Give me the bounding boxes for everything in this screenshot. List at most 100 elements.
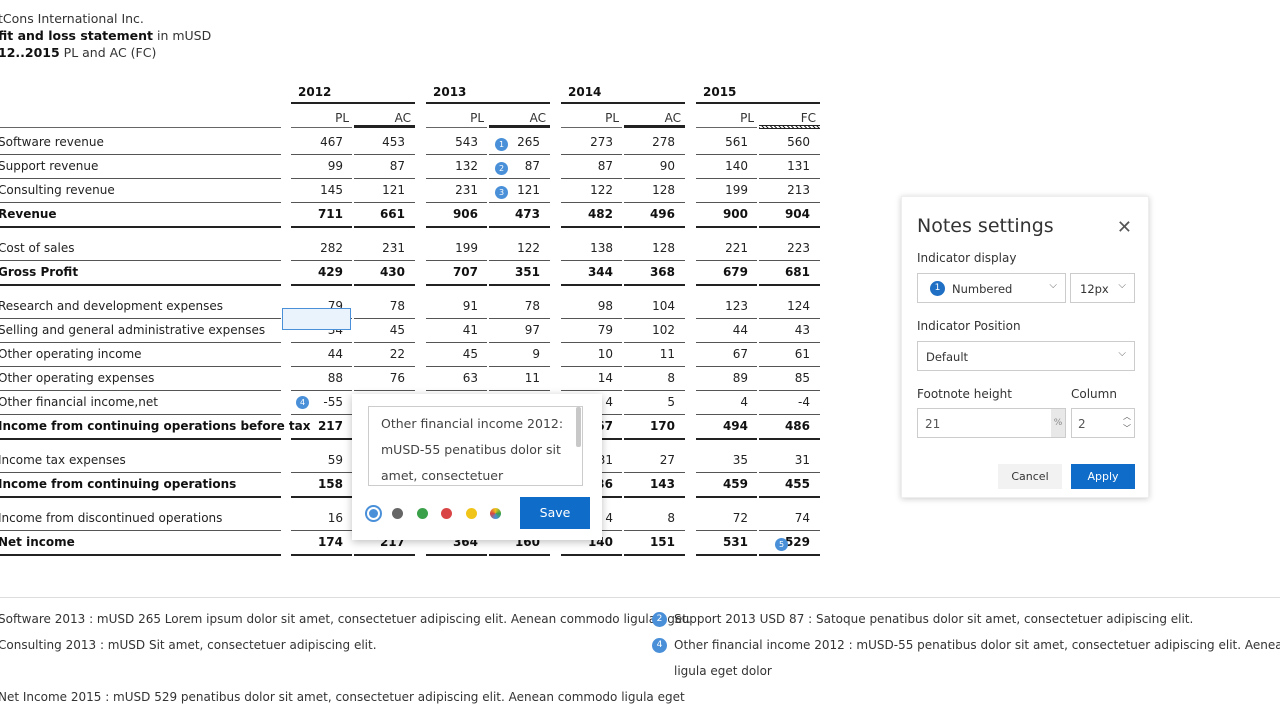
table-cell[interactable]: 473 [514, 207, 540, 221]
color-swatch-gray[interactable] [392, 508, 403, 519]
table-cell[interactable]: 87 [389, 159, 405, 173]
table-cell[interactable]: 199 [725, 183, 748, 197]
table-cell[interactable]: 459 [722, 477, 748, 491]
table-cell[interactable]: 44 [327, 347, 343, 361]
table-cell[interactable]: 486 [784, 419, 810, 433]
selected-cell[interactable] [282, 308, 351, 330]
table-cell[interactable]: 5 [667, 395, 675, 409]
table-cell[interactable]: 99 [327, 159, 343, 173]
table-cell[interactable]: 85 [794, 371, 810, 385]
table-cell[interactable]: 368 [649, 265, 675, 279]
table-cell[interactable]: 22 [389, 347, 405, 361]
note-indicator-badge[interactable]: 5 [775, 538, 788, 551]
table-cell[interactable]: 265 [517, 135, 540, 149]
table-cell[interactable]: 78 [524, 299, 540, 313]
table-cell[interactable]: 121 [382, 183, 405, 197]
table-cell[interactable]: 199 [455, 241, 478, 255]
table-cell[interactable]: 78 [389, 299, 405, 313]
table-cell[interactable]: 35 [732, 453, 748, 467]
table-cell[interactable]: 430 [379, 265, 405, 279]
table-cell[interactable]: 10 [597, 347, 613, 361]
table-cell[interactable]: 59 [327, 453, 343, 467]
table-cell[interactable]: 123 [725, 299, 748, 313]
table-cell[interactable]: 131 [787, 159, 810, 173]
cancel-button[interactable]: Cancel [998, 464, 1062, 489]
table-cell[interactable]: 124 [787, 299, 810, 313]
table-cell[interactable]: 4 [740, 395, 748, 409]
table-cell[interactable]: 282 [320, 241, 343, 255]
table-cell[interactable]: 122 [590, 183, 613, 197]
table-cell[interactable]: 711 [317, 207, 343, 221]
note-indicator-badge[interactable]: 1 [495, 138, 508, 151]
table-cell[interactable]: 11 [524, 371, 540, 385]
table-cell[interactable]: 496 [649, 207, 675, 221]
indicator-size-select[interactable]: 12px ⌵ [1070, 273, 1135, 303]
table-cell[interactable]: 273 [590, 135, 613, 149]
table-cell[interactable]: 223 [787, 241, 810, 255]
table-cell[interactable]: 74 [794, 511, 810, 525]
table-cell[interactable]: 278 [652, 135, 675, 149]
table-cell[interactable]: 31 [794, 453, 810, 467]
note-indicator-badge[interactable]: 3 [495, 186, 508, 199]
table-cell[interactable]: 560 [787, 135, 810, 149]
table-cell[interactable]: 87 [524, 159, 540, 173]
table-cell[interactable]: 143 [649, 477, 675, 491]
table-cell[interactable]: 213 [787, 183, 810, 197]
table-cell[interactable]: 41 [462, 323, 478, 337]
note-textarea[interactable]: Other financial income 2012: mUSD-55 pen… [368, 406, 583, 486]
table-cell[interactable]: 43 [794, 323, 810, 337]
table-cell[interactable]: 529 [784, 535, 810, 549]
indicator-display-select[interactable]: 1 Numbered ⌵ [917, 273, 1066, 303]
table-cell[interactable]: 91 [462, 299, 478, 313]
color-swatch-custom[interactable] [490, 508, 501, 519]
table-cell[interactable]: 561 [725, 135, 748, 149]
table-cell[interactable]: 14 [597, 371, 613, 385]
table-cell[interactable]: 128 [652, 241, 675, 255]
table-cell[interactable]: 102 [652, 323, 675, 337]
table-cell[interactable]: 72 [732, 511, 748, 525]
table-cell[interactable]: 482 [587, 207, 613, 221]
note-scrollbar[interactable] [576, 407, 581, 447]
table-cell[interactable]: 679 [722, 265, 748, 279]
table-cell[interactable]: 707 [452, 265, 478, 279]
table-cell[interactable]: 45 [389, 323, 405, 337]
table-cell[interactable]: 455 [784, 477, 810, 491]
table-cell[interactable]: 76 [389, 371, 405, 385]
table-cell[interactable]: 151 [649, 535, 675, 549]
table-cell[interactable]: 132 [455, 159, 478, 173]
column-stepper[interactable]: 2 ︿ ﹀ [1071, 408, 1135, 438]
table-cell[interactable]: 61 [794, 347, 810, 361]
color-swatch-blue[interactable] [365, 505, 382, 522]
table-cell[interactable]: 681 [784, 265, 810, 279]
table-cell[interactable]: 900 [722, 207, 748, 221]
table-cell[interactable]: 906 [452, 207, 478, 221]
table-cell[interactable]: 467 [320, 135, 343, 149]
note-indicator-badge[interactable]: 4 [296, 396, 309, 409]
table-cell[interactable]: -55 [323, 395, 343, 409]
table-cell[interactable]: 344 [587, 265, 613, 279]
table-cell[interactable]: 45 [462, 347, 478, 361]
table-cell[interactable]: 231 [382, 241, 405, 255]
table-cell[interactable]: 63 [462, 371, 478, 385]
table-cell[interactable]: 8 [667, 371, 675, 385]
note-indicator-badge[interactable]: 2 [495, 162, 508, 175]
table-cell[interactable]: 158 [317, 477, 343, 491]
table-cell[interactable]: 44 [732, 323, 748, 337]
table-cell[interactable]: 494 [722, 419, 748, 433]
table-cell[interactable]: 4 [605, 511, 613, 525]
table-cell[interactable]: 9 [532, 347, 540, 361]
color-swatch-yellow[interactable] [466, 508, 477, 519]
table-cell[interactable]: 97 [524, 323, 540, 337]
indicator-position-select[interactable]: Default ⌵ [917, 341, 1135, 371]
table-cell[interactable]: 79 [597, 323, 613, 337]
table-cell[interactable]: 531 [722, 535, 748, 549]
table-cell[interactable]: 104 [652, 299, 675, 313]
table-cell[interactable]: 429 [317, 265, 343, 279]
table-cell[interactable]: 170 [649, 419, 675, 433]
table-cell[interactable]: 904 [784, 207, 810, 221]
table-cell[interactable]: 145 [320, 183, 343, 197]
apply-button[interactable]: Apply [1071, 464, 1135, 489]
save-button[interactable]: Save [520, 497, 590, 529]
table-cell[interactable]: 16 [327, 511, 343, 525]
table-cell[interactable]: 87 [597, 159, 613, 173]
